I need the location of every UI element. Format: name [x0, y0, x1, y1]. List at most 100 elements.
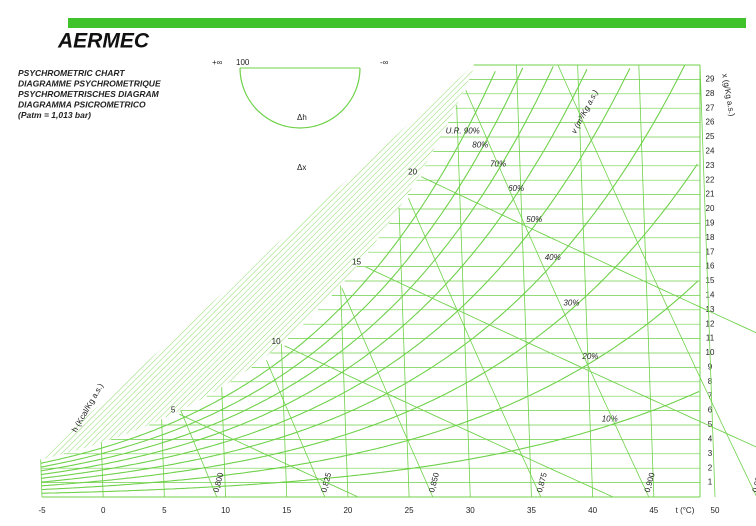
y2-tick-label: 14 [706, 291, 715, 300]
volume-line [557, 64, 756, 497]
y2-tick-label: 24 [706, 147, 715, 156]
y2-tick-label: 6 [708, 406, 713, 415]
isotherm [638, 64, 655, 498]
y2-tick-label: 17 [706, 247, 715, 256]
y2-tick-label: 25 [706, 132, 715, 141]
y2-tick-label: 1 [708, 478, 713, 487]
enthalpy-label: 5 [171, 405, 176, 414]
volume-label: 0,925 [751, 471, 756, 493]
rh-curve [41, 68, 631, 479]
enthalpy-label: 20 [408, 168, 417, 177]
y2-axis-label: x (g/Kg a.s.) [720, 73, 736, 117]
y2-tick-label: 23 [706, 161, 715, 170]
y2-tick-label: 29 [706, 75, 715, 84]
rh-label: U.R. 90% [446, 127, 480, 136]
rh-label: 10% [602, 414, 618, 423]
rh-label: 50% [526, 215, 542, 224]
x-tick-label: 25 [405, 506, 414, 515]
protractor-label: 100 [236, 58, 250, 67]
rh-curve [41, 66, 554, 472]
x-tick-label: -5 [38, 506, 46, 515]
title-line: DIAGRAMME PSYCHROMETRIQUE [18, 79, 161, 89]
title-line: PSYCHROMETRISCHES DIAGRAM [18, 89, 160, 99]
x-tick-label: 5 [162, 506, 167, 515]
y2-tick-label: 22 [706, 175, 715, 184]
y2-tick-label: 28 [706, 89, 715, 98]
protractor-label: Δh [297, 113, 307, 122]
fog-zone [40, 65, 474, 460]
volume-label: 0,900 [643, 471, 657, 493]
title-line: DIAGRAMMA PSICROMETRICO [18, 100, 146, 110]
x-tick-label: 35 [527, 506, 536, 515]
y2-tick-label: 3 [708, 449, 713, 458]
volume-label: 0,875 [535, 471, 549, 493]
rh-curve [41, 64, 686, 483]
y2-tick-label: 8 [708, 377, 713, 386]
enthalpy-line [364, 266, 756, 448]
y2-tick-label: 19 [706, 219, 715, 228]
rh-label: 40% [545, 253, 561, 262]
x-tick-label: 45 [649, 506, 658, 515]
enthalpy-label: 15 [352, 258, 361, 267]
volume-line [408, 198, 542, 498]
isotherm [340, 285, 349, 498]
x-axis-label: t (°C) [676, 506, 695, 515]
y2-tick-label: 2 [708, 463, 713, 472]
y2-tick-label: 18 [706, 233, 715, 242]
y2-tick-label: 7 [708, 391, 713, 400]
rh-label: 60% [508, 184, 524, 193]
protractor-label: -∞ [380, 58, 389, 67]
y2-tick-label: 26 [706, 118, 715, 127]
title-line: (Patm = 1,013 bar) [18, 110, 91, 120]
y2-tick-label: 15 [706, 276, 715, 285]
rh-label: 20% [581, 352, 598, 361]
x-tick-label: 20 [343, 506, 352, 515]
y2-tick-label: 13 [706, 305, 715, 314]
rh-curve [41, 163, 698, 487]
isotherm [281, 343, 288, 498]
y2-tick-label: 20 [706, 204, 715, 213]
isotherm [456, 105, 471, 498]
volume-line [180, 410, 218, 498]
volume-line [341, 288, 434, 498]
x-tick-label: 50 [711, 506, 720, 515]
isotherm [398, 207, 410, 498]
protractor-label: Δx [297, 163, 306, 172]
enthalpy-label: 10 [272, 337, 281, 346]
isotherm [577, 64, 594, 498]
isotherm [516, 64, 532, 498]
y2-tick-label: 21 [706, 190, 715, 199]
protractor-label: +∞ [212, 58, 223, 67]
x-tick-label: 10 [221, 506, 230, 515]
rh-curve [40, 71, 496, 464]
y2-tick-label: 5 [708, 420, 713, 429]
enthalpy-line [179, 413, 359, 498]
header-bar [68, 18, 746, 28]
rh-curve [41, 390, 700, 494]
rh-label: 30% [563, 298, 579, 307]
y2-tick-label: 27 [706, 103, 715, 112]
x-tick-label: 15 [282, 506, 291, 515]
rh-curve [40, 67, 524, 468]
isotherm [40, 459, 43, 498]
rh-curve [41, 280, 699, 491]
logo: AERMEC [57, 30, 150, 53]
y2-tick-label: 11 [706, 334, 715, 343]
x-tick-label: 0 [101, 506, 106, 515]
isotherm [699, 64, 716, 498]
x-tick-label: 30 [466, 506, 475, 515]
volume-line [465, 90, 650, 498]
volume-label: 0,800 [211, 471, 225, 493]
protractor [239, 67, 361, 129]
x-tick-label: 40 [588, 506, 597, 515]
rh-label: 80% [472, 140, 488, 149]
enthalpy-line [284, 345, 614, 498]
volume-line [266, 360, 326, 498]
title-line: PSYCHROMETRIC CHART [18, 68, 125, 78]
y2-tick-label: 12 [706, 319, 715, 328]
enthalpy-line [420, 176, 756, 334]
rh-curve [41, 68, 588, 476]
y2-tick-label: 16 [706, 262, 715, 271]
